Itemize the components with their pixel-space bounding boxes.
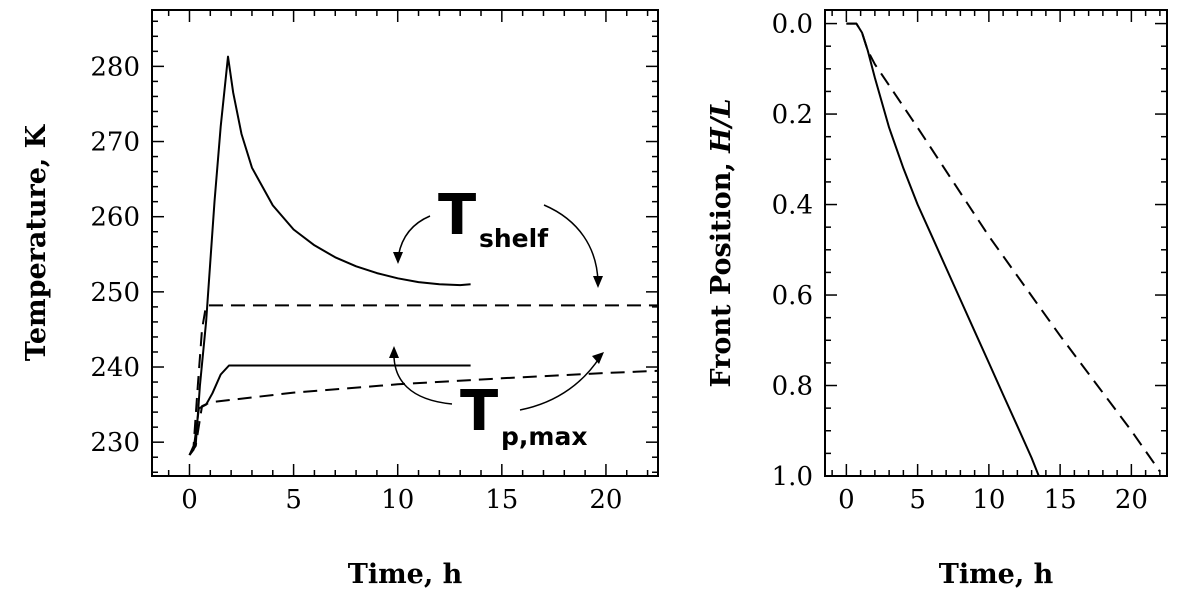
t-shelf-subscript: shelf — [479, 224, 549, 253]
temperature-x-tick-label: 20 — [589, 485, 622, 515]
temperature-x-tick-label: 5 — [285, 485, 302, 515]
temperature-y-tick-label: 270 — [90, 128, 140, 158]
t-shelf-symbol: T — [438, 183, 476, 248]
front-position-x-tick-label: 5 — [909, 485, 926, 515]
front-position-series-1-dashed-line — [846, 22, 1161, 473]
temperature-series-0-solid-line — [188, 55, 471, 456]
front-position-y-tick-label: 0.4 — [772, 191, 813, 221]
t-pmax-annotation: T p,max — [389, 346, 604, 451]
temperature-plot-frame — [151, 9, 659, 477]
temperature-series-1-dashed-line — [188, 304, 658, 456]
front-position-y-tick-label: 0.0 — [772, 10, 813, 40]
front-position-x-tick-label: 20 — [1115, 485, 1148, 515]
front-position-x-tick-label: 10 — [972, 485, 1005, 515]
front-position-series-0-solid-line — [846, 22, 1040, 477]
front-position-series — [846, 22, 1161, 477]
t-pmax-arrowhead-right — [592, 352, 604, 364]
temperature-x-axis-title: Time, h — [348, 559, 463, 590]
t-shelf-arrowhead-right — [593, 276, 603, 288]
t-pmax-symbol: T — [460, 379, 498, 444]
t-shelf-arrow-left — [397, 215, 431, 259]
front-position-plot-frame — [824, 9, 1168, 477]
temperature-y-axis-title: Temperature, K — [21, 123, 52, 361]
temperature-y-tick-label: 260 — [90, 203, 140, 233]
temperature-y-tick-label: 280 — [90, 52, 140, 82]
front-position-y-tick-label: 0.2 — [772, 100, 813, 130]
temperature-series-3-dashed-line — [188, 369, 659, 456]
front-position-x-tick-label: 0 — [838, 485, 855, 515]
temperature-y-tick-label: 240 — [90, 353, 140, 383]
front-position-tick-labels: 0 5 10 15 20 0.0 0.2 0.4 0.6 0.8 1.0 — [772, 10, 1148, 515]
front-position-y-tick-label: 1.0 — [772, 462, 813, 492]
t-pmax-arrowhead-left — [389, 346, 399, 358]
temperature-x-tick-label: 0 — [181, 485, 198, 515]
temperature-series — [188, 55, 659, 456]
t-shelf-arrowhead-left — [393, 252, 403, 264]
temperature-x-tick-label: 10 — [381, 485, 414, 515]
t-pmax-subscript: p,max — [501, 422, 587, 451]
t-pmax-arrow-right — [519, 356, 601, 411]
temperature-panel: 0 5 10 15 20 230 240 250 260 270 280 T shelf T p,m… — [21, 9, 659, 590]
temperature-y-tick-label: 230 — [90, 428, 140, 458]
temperature-y-tick-label: 250 — [90, 278, 140, 308]
temperature-tick-labels: 0 5 10 15 20 230 240 250 260 270 280 — [90, 52, 622, 515]
temperature-series-2-solid-line — [188, 364, 471, 456]
front-position-y-tick-label: 0.6 — [772, 281, 813, 311]
t-shelf-annotation: T shelf — [393, 183, 603, 288]
front-position-y-tick-label: 0.8 — [772, 372, 813, 402]
front-position-x-tick-label: 15 — [1044, 485, 1077, 515]
front-position-panel: 0 5 10 15 20 0.0 0.2 0.4 0.6 0.8 1.0 Time, h Front… — [706, 9, 1168, 590]
temperature-x-tick-label: 15 — [485, 485, 518, 515]
t-pmax-arrow-left — [393, 351, 453, 405]
t-shelf-arrow-right — [543, 204, 599, 283]
temperature-axis-ticks — [152, 10, 658, 476]
front-position-y-axis-title: Front Position, H/L — [706, 98, 737, 387]
front-position-x-axis-title: Time, h — [939, 559, 1054, 590]
